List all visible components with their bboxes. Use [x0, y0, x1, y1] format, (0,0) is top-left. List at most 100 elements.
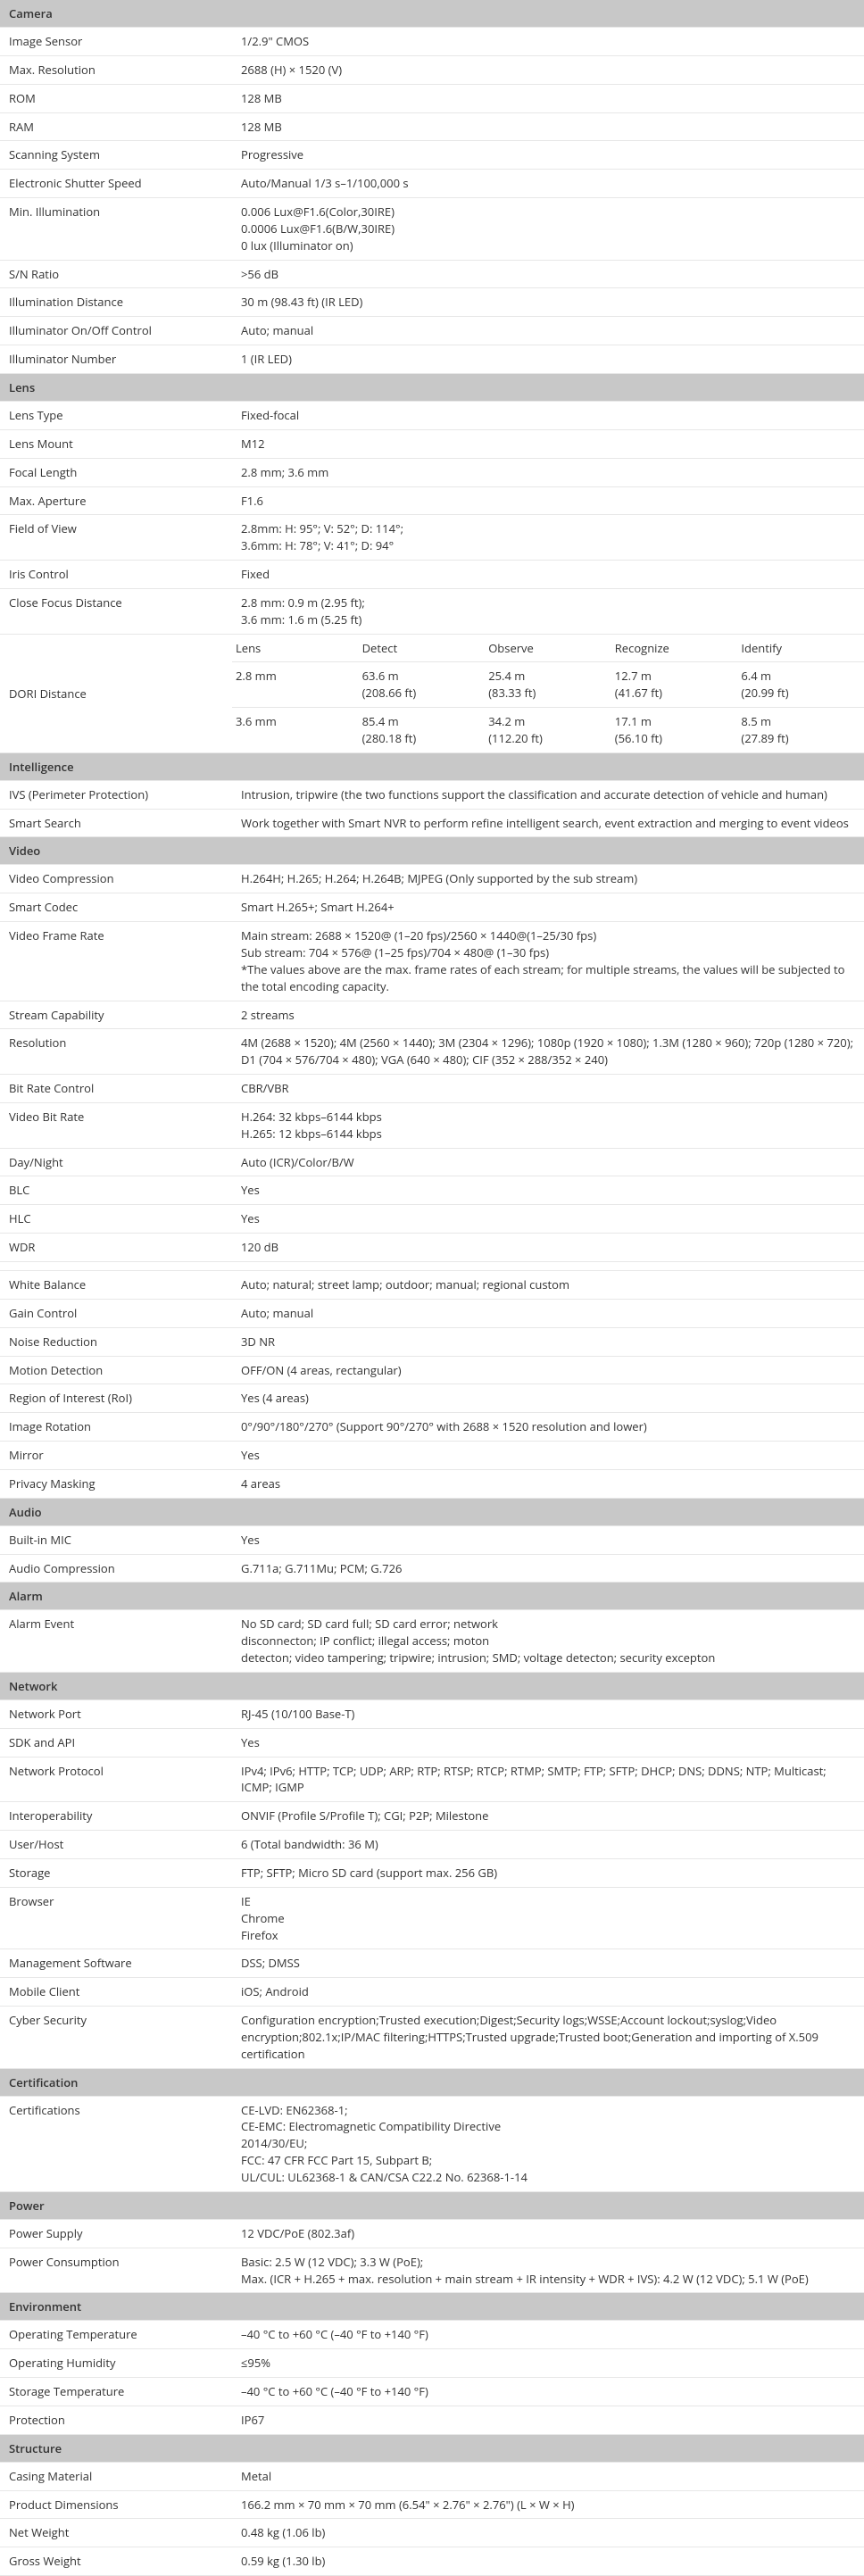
spec-row: White BalanceAuto; natural; street lamp;… — [0, 1271, 864, 1300]
spec-label: BLC — [9, 1182, 241, 1199]
spec-row: Stream Capability2 streams — [0, 1001, 864, 1030]
spec-value: IEChromeFirefox — [241, 1893, 855, 1944]
spec-value: Fixed-focal — [241, 407, 855, 424]
spec-row: Min. Illumination0.006 Lux@F1.6(Color,30… — [0, 198, 864, 261]
spec-value: 128 MB — [241, 90, 855, 107]
spec-row: Max. Resolution2688 (H) × 1520 (V) — [0, 56, 864, 85]
spec-row: Resolution4M (2688 × 1520); 4M (2560 × 1… — [0, 1029, 864, 1075]
spec-label: HLC — [9, 1210, 241, 1227]
section-header: Certification — [0, 2069, 864, 2097]
spec-value: iOS; Android — [241, 1983, 855, 2000]
spec-row: SDK and APIYes — [0, 1729, 864, 1757]
section-header: Intelligence — [0, 753, 864, 781]
spec-value: Work together with Smart NVR to perform … — [241, 815, 855, 832]
spec-row: Day/NightAuto (ICR)/Color/B/W — [0, 1149, 864, 1177]
spec-label: Max. Aperture — [9, 493, 241, 510]
spec-row: ROM128 MB — [0, 85, 864, 113]
spec-row: Smart CodecSmart H.265+; Smart H.264+ — [0, 893, 864, 922]
spec-value: Auto; natural; street lamp; outdoor; man… — [241, 1276, 855, 1293]
spec-label: IVS (Perimeter Protection) — [9, 786, 241, 803]
spec-label: Network Port — [9, 1706, 241, 1723]
spec-label: Certifications — [9, 2102, 241, 2186]
spec-row: MirrorYes — [0, 1442, 864, 1470]
spec-row: Illuminator Number1 (IR LED) — [0, 345, 864, 374]
spec-label: Product Dimensions — [9, 2497, 241, 2514]
spec-row: Operating Humidity≤95% — [0, 2349, 864, 2378]
section-header: Video — [0, 837, 864, 865]
spec-value: 2.8 mm: 0.9 m (2.95 ft);3.6 mm: 1.6 m (5… — [241, 594, 855, 628]
spec-label: Interoperability — [9, 1807, 241, 1824]
section-header: Alarm — [0, 1583, 864, 1610]
spec-value: Yes (4 areas) — [241, 1390, 855, 1407]
spec-row: Mobile ClientiOS; Android — [0, 1978, 864, 2007]
spec-row: Image Rotation0°/90°/180°/270° (Support … — [0, 1413, 864, 1442]
spec-row: Power Supply12 VDC/PoE (802.3af) — [0, 2220, 864, 2248]
spec-row: Smart SearchWork together with Smart NVR… — [0, 810, 864, 838]
section-header: Network — [0, 1673, 864, 1700]
spec-label: Browser — [9, 1893, 241, 1944]
spec-label: Field of View — [9, 520, 241, 554]
spec-label: Lens Mount — [9, 436, 241, 453]
spec-table: CameraImage Sensor1/2.9" CMOSMax. Resolu… — [0, 0, 864, 2576]
spec-value: Auto; manual — [241, 322, 855, 339]
spec-row: Illuminator On/Off ControlAuto; manual — [0, 317, 864, 345]
spec-row: S/N Ratio>56 dB — [0, 261, 864, 289]
spec-value: No SD card; SD card full; SD card error;… — [241, 1616, 855, 1666]
spec-value: –40 °C to +60 °C (–40 °F to +140 °F) — [241, 2383, 855, 2400]
dori-header-cell: Detect — [359, 640, 486, 657]
spec-label: Video Frame Rate — [9, 927, 241, 994]
spec-value: 2.8 mm; 3.6 mm — [241, 464, 855, 481]
spec-value: 12 VDC/PoE (802.3af) — [241, 2225, 855, 2242]
spec-label: Cyber Security — [9, 2012, 241, 2063]
spec-value: ≤95% — [241, 2355, 855, 2372]
spec-row: BLCYes — [0, 1176, 864, 1205]
spec-row: Operating Temperature–40 °C to +60 °C (–… — [0, 2321, 864, 2349]
spec-label: Operating Temperature — [9, 2326, 241, 2343]
dori-cell: 17.1 m(56.10 ft) — [611, 713, 738, 747]
spec-row: Iris ControlFixed — [0, 561, 864, 589]
spec-label: Image Sensor — [9, 33, 241, 50]
spec-label: ROM — [9, 90, 241, 107]
spec-row: HLCYes — [0, 1205, 864, 1234]
dori-cell: 63.6 m(208.66 ft) — [359, 668, 486, 702]
section-header: Structure — [0, 2435, 864, 2463]
spec-label: Storage — [9, 1865, 241, 1882]
spec-value: 4M (2688 × 1520); 4M (2560 × 1440); 3M (… — [241, 1035, 855, 1068]
spec-label: Resolution — [9, 1035, 241, 1068]
spec-value: RJ-45 (10/100 Base-T) — [241, 1706, 855, 1723]
spec-value: 2 streams — [241, 1007, 855, 1024]
spec-label: Mobile Client — [9, 1983, 241, 2000]
section-header: Camera — [0, 0, 864, 28]
spec-label: User/Host — [9, 1836, 241, 1853]
spec-label: Protection — [9, 2412, 241, 2429]
spec-row: IVS (Perimeter Protection)Intrusion, tri… — [0, 781, 864, 810]
dori-cell: 3.6 mm — [232, 713, 359, 747]
spec-value: F1.6 — [241, 493, 855, 510]
spec-label: Casing Material — [9, 2468, 241, 2485]
spec-row: Video Frame RateMain stream: 2688 × 1520… — [0, 922, 864, 1001]
spec-value: Main stream: 2688 × 1520@ (1–20 fps)/256… — [241, 927, 855, 994]
spec-row: Motion DetectionOFF/ON (4 areas, rectang… — [0, 1357, 864, 1385]
spec-row: Alarm EventNo SD card; SD card full; SD … — [0, 1610, 864, 1673]
spec-row: Region of Interest (RoI)Yes (4 areas) — [0, 1384, 864, 1413]
dori-cell: 25.4 m(83.33 ft) — [485, 668, 611, 702]
spec-value: 120 dB — [241, 1239, 855, 1256]
spec-value: IP67 — [241, 2412, 855, 2429]
spec-value: Progressive — [241, 146, 855, 163]
spec-label: SDK and API — [9, 1734, 241, 1751]
spec-value: Yes — [241, 1447, 855, 1464]
spec-label: Smart Codec — [9, 899, 241, 916]
spec-value: 30 m (98.43 ft) (IR LED) — [241, 294, 855, 311]
spec-label: Video Compression — [9, 870, 241, 887]
dori-label: DORI Distance — [0, 635, 232, 752]
spec-value: Configuration encryption;Trusted executi… — [241, 2012, 855, 2063]
spec-label: Mirror — [9, 1447, 241, 1464]
spec-row: Product Dimensions166.2 mm × 70 mm × 70 … — [0, 2491, 864, 2520]
spec-value: Yes — [241, 1182, 855, 1199]
spec-value: FTP; SFTP; Micro SD card (support max. 2… — [241, 1865, 855, 1882]
spec-value: OFF/ON (4 areas, rectangular) — [241, 1362, 855, 1379]
spec-row: Storage Temperature–40 °C to +60 °C (–40… — [0, 2378, 864, 2406]
spec-value: Intrusion, tripwire (the two functions s… — [241, 786, 855, 803]
spec-value: Yes — [241, 1532, 855, 1549]
spec-label: Iris Control — [9, 566, 241, 583]
